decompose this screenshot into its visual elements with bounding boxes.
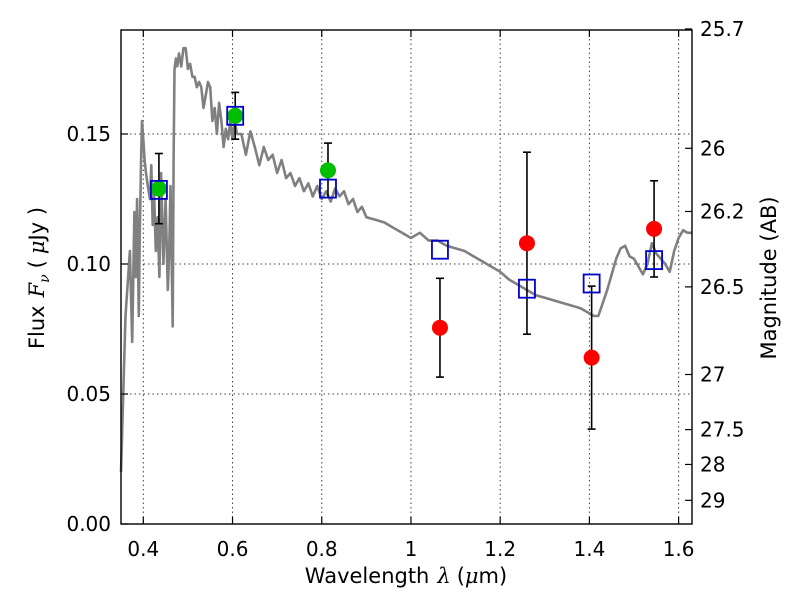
magnitude-tick-label: 26.2: [700, 199, 745, 223]
magnitude-tick-labels: 25.7 26 26.2 26.5 27 27.5 28 29: [700, 17, 745, 512]
tick-marks: [121, 28, 692, 525]
magnitude-tick-label: 27.5: [700, 418, 745, 442]
x-tick-labels: 0.4 0.6 0.8 1 1.2 1.4 1.6: [127, 537, 694, 561]
magnitude-tick-label: 25.7: [700, 17, 745, 41]
observed-infrared-point: [583, 349, 600, 366]
y-axis-label-text: Flux: [25, 305, 49, 349]
x-tick-label: 0.6: [217, 537, 249, 561]
x-tick-label: 1: [405, 537, 418, 561]
marker-layer: [150, 105, 663, 366]
magnitude-tick-label: 27: [700, 363, 725, 387]
plot-area: [119, 28, 693, 525]
model-photometry-square: [518, 278, 536, 299]
observed-optical-point: [150, 180, 167, 197]
y-axis-label-unit-open: (: [25, 260, 49, 268]
y-axis-label-unit-rest: Jy ): [25, 207, 49, 243]
x-axis-label-symbol: λ: [436, 564, 450, 588]
model-photometry-square: [582, 273, 601, 294]
x-axis-label-text: Wavelength: [305, 564, 430, 588]
grid-lines: [121, 30, 692, 524]
y-tick-label: 0.05: [66, 382, 111, 406]
model-photometry-square: [150, 179, 168, 200]
observed-infrared-point: [646, 220, 663, 237]
x-axis-label-unit-rest: m): [479, 564, 508, 588]
model-sed-line: [119, 46, 692, 473]
x-tick-label: 1.2: [484, 537, 516, 561]
y-tick-label: 0.15: [66, 122, 111, 146]
magnitude-axis-label: Magnitude (AB): [757, 196, 781, 359]
magnitude-tick-label: 29: [700, 488, 725, 512]
observed-infrared-point: [431, 319, 448, 336]
model-photometry-square: [226, 105, 245, 126]
x-axis-label: Wavelength λ (μm): [305, 564, 507, 588]
magnitude-tick-label: 28: [700, 452, 725, 476]
x-tick-label: 0.4: [127, 537, 159, 561]
y-axis-label-subscript: ν: [37, 274, 53, 283]
x-tick-label: 1.6: [663, 537, 695, 561]
y-axis-label-symbol: F: [25, 281, 49, 298]
model-photometry-square: [645, 250, 663, 271]
errorbar-layer: [154, 91, 659, 430]
y-tick-labels: 0.00 0.05 0.10 0.15: [66, 122, 111, 536]
observed-optical-point: [319, 162, 336, 179]
x-axis-label-unit-mu: μ: [465, 564, 479, 588]
y-axis-label-unit-mu: μ: [25, 240, 49, 254]
y-tick-label: 0.00: [66, 512, 111, 536]
observed-infrared-point: [518, 235, 535, 252]
model-photometry-square: [431, 239, 449, 260]
x-tick-label: 0.8: [306, 537, 338, 561]
x-axis-label-unit-open: (: [457, 564, 465, 588]
x-tick-label: 1.4: [573, 537, 605, 561]
y-tick-label: 0.10: [66, 252, 111, 276]
plot-frame: [120, 29, 693, 525]
model-sed-layer: [119, 46, 692, 473]
y-axis-label: Flux Fν ( μJy ): [25, 207, 53, 349]
model-photometry-square: [319, 178, 337, 199]
magnitude-tick-label: 26.5: [700, 275, 745, 299]
magnitude-tick-label: 26: [700, 136, 725, 160]
observed-optical-point: [227, 107, 244, 124]
